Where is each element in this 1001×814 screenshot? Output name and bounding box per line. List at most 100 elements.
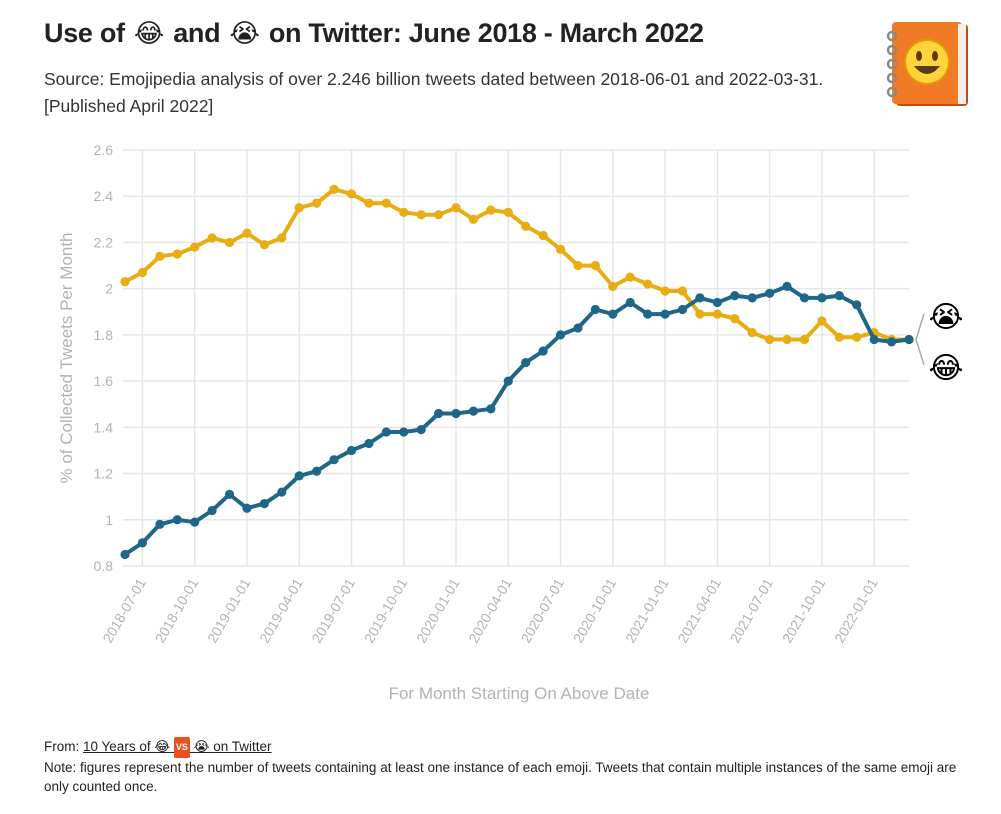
data-point-sob xyxy=(573,323,583,333)
data-point-joy xyxy=(451,203,461,213)
line-chart: 0.8 1 1.2 1.4 1.6 1.8 2 2.2 2.4 2.6 2018-07-01 2018… xyxy=(57,142,964,703)
data-point-sob xyxy=(259,499,269,509)
x-tick-label: 2021-07-01 xyxy=(727,575,777,645)
emojipedia-logo-icon xyxy=(886,22,968,106)
data-point-joy xyxy=(172,249,182,259)
data-point-sob xyxy=(503,376,513,386)
data-point-sob xyxy=(817,293,827,303)
y-tick-label: 2.4 xyxy=(94,188,114,204)
data-point-joy xyxy=(747,327,757,338)
tears-of-joy-icon: 😂 xyxy=(133,18,165,48)
data-point-sob xyxy=(242,503,252,513)
data-point-joy xyxy=(434,210,444,220)
data-point-sob xyxy=(712,297,722,308)
x-tick-label: 2019-01-01 xyxy=(204,575,254,645)
x-axis-title: For Month Starting On Above Date xyxy=(389,684,650,703)
data-point-sob xyxy=(416,425,426,435)
title-prefix: Use of xyxy=(44,18,125,48)
y-tick-label: 1.6 xyxy=(94,373,114,389)
x-tick-label: 2020-10-01 xyxy=(570,575,620,645)
data-point-joy xyxy=(503,207,513,217)
data-point-sob xyxy=(799,293,810,303)
data-point-joy xyxy=(137,267,148,278)
data-point-joy xyxy=(712,309,722,319)
chart-title: Use of 😂 and 😭 on Twitter: June 2018 - M… xyxy=(44,18,704,49)
data-point-joy xyxy=(799,334,810,345)
data-point-joy xyxy=(677,286,688,296)
data-point-sob xyxy=(224,489,235,499)
data-point-sob xyxy=(590,304,601,315)
data-point-sob xyxy=(730,291,740,301)
article-link[interactable]: 10 Years of 😂 VS 😭 on Twitter xyxy=(83,737,272,758)
x-tick-label: 2021-10-01 xyxy=(779,575,829,645)
data-point-sob xyxy=(747,293,757,303)
data-point-joy xyxy=(608,281,618,291)
data-point-joy xyxy=(782,334,792,345)
data-point-sob xyxy=(277,487,287,497)
data-point-joy xyxy=(224,237,235,248)
data-point-sob xyxy=(695,293,705,303)
data-point-sob xyxy=(643,309,653,319)
footer: From: 10 Years of 😂 VS 😭 on Twitter Note… xyxy=(44,737,969,796)
data-point-joy xyxy=(486,205,496,215)
data-point-sob xyxy=(660,309,670,319)
data-point-sob xyxy=(904,334,914,345)
series-line-sob xyxy=(123,284,911,557)
data-point-joy xyxy=(555,244,566,254)
loudly-crying-icon: 😭 xyxy=(229,18,260,48)
data-point-joy xyxy=(416,210,426,220)
sob-end-label-connector xyxy=(915,313,925,340)
y-tick-label: 1.2 xyxy=(94,466,114,482)
data-point-joy xyxy=(190,242,200,252)
data-point-joy xyxy=(834,332,844,342)
data-point-sob xyxy=(608,309,618,319)
y-tick-label: 1.8 xyxy=(94,327,114,343)
data-point-sob xyxy=(312,466,322,476)
data-point-joy xyxy=(259,240,269,250)
data-point-joy xyxy=(817,316,827,326)
data-point-joy xyxy=(346,189,357,199)
data-point-joy xyxy=(730,314,740,324)
data-point-joy xyxy=(364,198,374,208)
data-point-sob xyxy=(521,358,531,368)
data-point-sob xyxy=(782,281,792,291)
x-tick-label: 2018-07-01 xyxy=(99,575,149,645)
y-tick-label: 0.8 xyxy=(94,558,114,574)
data-point-joy xyxy=(660,286,670,296)
data-point-sob xyxy=(886,337,897,347)
data-point-sob xyxy=(137,538,148,548)
x-tick-label: 2019-10-01 xyxy=(361,575,411,645)
data-point-sob xyxy=(294,471,304,481)
data-point-sob xyxy=(346,445,357,456)
data-point-sob xyxy=(677,304,688,315)
data-point-sob xyxy=(190,517,200,527)
y-tick-label: 1.4 xyxy=(94,419,114,435)
y-axis-title: % of Collected Tweets Per Month xyxy=(57,232,76,483)
data-point-joy xyxy=(155,251,165,261)
data-point-joy xyxy=(399,207,409,217)
source-line: From: 10 Years of 😂 VS 😭 on Twitter xyxy=(44,737,969,758)
y-tick-label: 2.2 xyxy=(94,234,114,250)
data-point-sob xyxy=(852,300,862,310)
data-point-sob xyxy=(555,330,566,340)
data-point-joy xyxy=(573,260,583,271)
chart-subtitle: Source: Emojipedia analysis of over 2.24… xyxy=(44,69,824,116)
data-point-joy xyxy=(277,233,287,243)
data-point-sob xyxy=(329,455,339,465)
data-point-joy xyxy=(381,198,391,208)
x-tick-label: 2022-01-01 xyxy=(831,575,881,645)
x-tick-label: 2021-04-01 xyxy=(674,575,724,645)
data-point-sob xyxy=(120,549,130,560)
data-point-sob xyxy=(155,519,165,530)
data-point-joy xyxy=(312,198,322,208)
data-point-sob xyxy=(207,505,217,516)
data-point-sob xyxy=(399,427,409,437)
data-point-sob xyxy=(869,334,879,345)
data-point-sob xyxy=(172,515,182,525)
x-tick-label: 2019-07-01 xyxy=(308,575,358,645)
data-point-sob xyxy=(381,427,391,437)
data-point-sob xyxy=(434,408,444,419)
x-tick-label: 2020-04-01 xyxy=(465,575,515,645)
series-line-joy xyxy=(123,187,911,342)
data-point-joy xyxy=(765,334,775,345)
